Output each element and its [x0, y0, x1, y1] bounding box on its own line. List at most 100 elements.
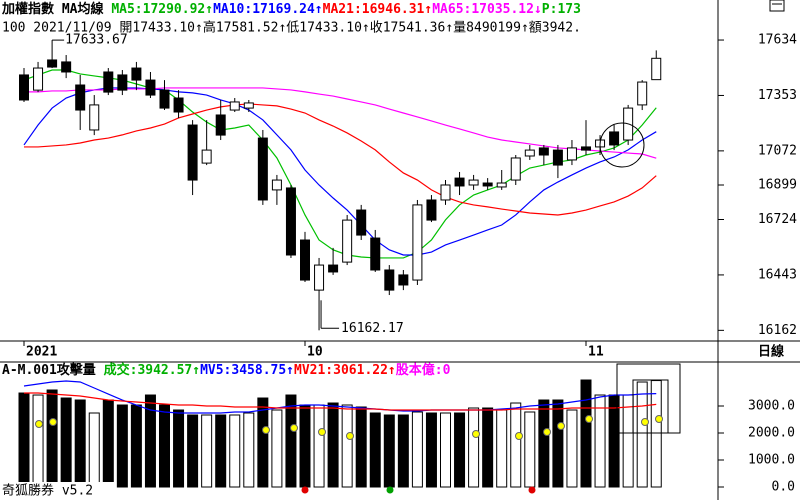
- volume-bar: [369, 412, 381, 488]
- candle-body: [468, 179, 479, 186]
- signal-dot-green: [386, 486, 394, 494]
- volume-bar: [243, 412, 255, 488]
- volume-bar: [18, 392, 30, 488]
- candle-body: [89, 104, 100, 131]
- y-tick-label: 17353: [758, 88, 797, 103]
- candle-body: [609, 131, 620, 146]
- y-tick-label: 16162: [758, 323, 797, 338]
- candle-body: [229, 101, 240, 111]
- legend-item: A-M.001攻擊量: [2, 362, 104, 378]
- candle-body: [173, 97, 184, 113]
- volume-bar: [327, 402, 339, 488]
- candle-body: [651, 57, 662, 81]
- y-tick-label: 17634: [758, 33, 797, 48]
- volume-bar: [313, 404, 325, 488]
- volume-bar: [116, 404, 128, 488]
- annotation-box: [632, 379, 669, 434]
- volume-bar: [173, 409, 185, 488]
- legend-item: 成交:3942.57↑: [104, 362, 200, 378]
- candle-body: [496, 182, 507, 188]
- candle-body: [159, 89, 170, 109]
- candle-body: [426, 199, 437, 221]
- candle-body: [328, 264, 339, 273]
- candle-body: [257, 137, 268, 201]
- x-tick-label: 10: [307, 345, 323, 360]
- ma-line: [24, 392, 657, 411]
- volume-bar: [285, 394, 297, 488]
- y-tick-label: 17072: [758, 143, 797, 158]
- volume-bar: [130, 404, 142, 488]
- period-label: 日線: [758, 344, 785, 360]
- annotation: 17633.67: [65, 33, 128, 48]
- volume-bar: [215, 414, 227, 488]
- volume-bar: [144, 394, 156, 488]
- volume-bar: [32, 394, 44, 488]
- y-tick-label: 16724: [758, 212, 797, 227]
- volume-bar: [482, 407, 494, 488]
- legend-item: MA65:17035.12↓: [432, 2, 542, 17]
- window-icon[interactable]: [769, 0, 785, 12]
- candle-body: [103, 71, 114, 93]
- volume-bar: [440, 412, 451, 488]
- candle-body: [356, 209, 367, 236]
- volume-bar: [102, 399, 114, 488]
- signal-dots: [35, 415, 663, 440]
- candle-body: [370, 237, 381, 271]
- annotation: 16162.17: [341, 321, 404, 336]
- legend-item: 股本億:0: [396, 362, 451, 378]
- volume-bar: [622, 394, 634, 488]
- candle-body: [201, 149, 212, 164]
- candle-body: [314, 264, 325, 291]
- main-legend: 加權指數 MA均線 MA5:17290.92↑MA10:17169.24↑MA2…: [1, 1, 581, 17]
- candle-body: [215, 114, 226, 136]
- legend-item: MV21:3061.22↑: [294, 363, 396, 378]
- candle-body: [342, 219, 353, 263]
- candle-body: [552, 149, 563, 166]
- candle-body: [271, 179, 282, 191]
- volume-bar: [594, 394, 606, 488]
- volume-legend: A-M.001攻擊量 成交:3942.57↑MV5:3458.75↑MV21:3…: [2, 362, 451, 378]
- ma-line: [23, 87, 657, 256]
- x-tick-label: 2021: [26, 345, 57, 360]
- candle-body: [412, 204, 423, 281]
- volume-bar: [650, 380, 662, 488]
- y-tick-label: 3000.0: [748, 399, 795, 414]
- candle-body: [566, 147, 577, 161]
- candle-body: [19, 74, 29, 101]
- legend-item: MA5:17290.92↑: [111, 2, 213, 17]
- footer: 奇狐勝券 v5.2: [2, 483, 93, 499]
- volume-bar: [201, 414, 213, 488]
- ma-line: [24, 103, 657, 216]
- candle-body: [75, 84, 86, 111]
- y-tick-label: 2000.0: [748, 426, 795, 441]
- volume-bar: [159, 404, 170, 488]
- signal-dot-red: [301, 486, 309, 494]
- volume-bar: [187, 414, 199, 488]
- candle-body: [33, 67, 44, 91]
- signal-dot-red: [528, 486, 536, 494]
- candle-body: [581, 146, 591, 151]
- volume-bar: [271, 409, 283, 488]
- candle-body: [47, 59, 58, 68]
- volume-bar: [580, 379, 592, 488]
- candle-body: [384, 269, 395, 291]
- volume-bar: [355, 406, 367, 488]
- candle-body: [61, 61, 72, 73]
- ma-line: [23, 380, 657, 414]
- legend-item: 加權指數 MA均線: [1, 1, 111, 17]
- candle-body: [131, 67, 142, 81]
- volume-bar: [46, 389, 58, 488]
- info-line: 100 2021/11/09 開17433.10↑高17581.52↑低1743…: [2, 20, 581, 36]
- annotation-circle: [599, 122, 645, 168]
- volume-bar: [608, 394, 620, 488]
- candle-body: [187, 124, 198, 181]
- y-tick-label: 1000.0: [748, 453, 795, 468]
- candle-body: [454, 177, 465, 187]
- candle-body: [285, 187, 296, 256]
- volume-bar: [60, 397, 72, 488]
- volume-bar: [566, 409, 578, 488]
- volume-bar: [510, 402, 522, 488]
- candle-body: [637, 81, 648, 106]
- candle-body: [398, 274, 409, 286]
